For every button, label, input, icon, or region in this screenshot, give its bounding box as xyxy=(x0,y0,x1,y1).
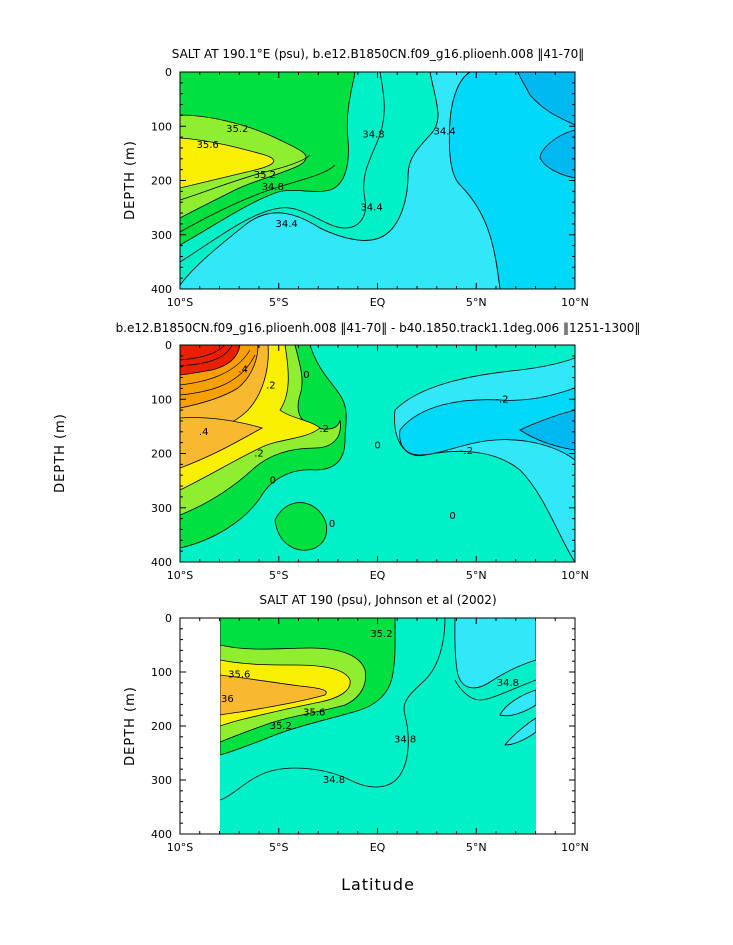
region-deep xyxy=(519,409,575,451)
panel-2-contour-labels: .4 .2 0 .4 .2 .2 0 0 0 0 -.2 -.2 xyxy=(199,364,509,530)
x-tick-label: EQ xyxy=(370,296,386,309)
x-tick-label: EQ xyxy=(370,569,386,582)
region-lightorange-south xyxy=(180,417,264,469)
contour-label: 34.4 xyxy=(434,127,456,138)
contour-label: 0 xyxy=(303,370,309,381)
panel-1-axes: 10°S 5°S EQ 5°N 10°N 0 100 200 300 400 xyxy=(151,66,589,309)
region-cyan xyxy=(454,618,536,689)
panel-2: b.e12.B1850CN.f09_g16.plioenh.008 ‖41-70… xyxy=(53,321,640,582)
contour-line xyxy=(220,618,446,801)
region-deep-inner xyxy=(539,129,575,179)
contour-label: 34.8 xyxy=(262,182,284,193)
y-tick-label: 300 xyxy=(151,774,172,787)
y-tick-label: 0 xyxy=(165,66,172,79)
contour-line xyxy=(180,354,256,396)
x-tick-label: 10°S xyxy=(167,841,193,854)
x-tick-label: 5°N xyxy=(466,841,487,854)
panel-2-title: b.e12.B1850CN.f09_g16.plioenh.008 ‖41-70… xyxy=(116,321,641,335)
panel-1: SALT AT 190.1°E (psu), b.e12.B1850CN.f09… xyxy=(123,47,589,309)
y-tick-label: 200 xyxy=(151,720,172,733)
x-tick-label: EQ xyxy=(370,841,386,854)
contour-line xyxy=(180,345,226,361)
contour-line xyxy=(454,679,536,701)
contour-line xyxy=(180,349,251,386)
panel-3-contours xyxy=(220,618,536,834)
region-teal xyxy=(180,72,439,286)
region-green-blob xyxy=(274,502,328,551)
contour-label: 35.6 xyxy=(303,708,325,719)
panel-1-contour-labels: 35.635.235.234.834.8 34.434.434.4 xyxy=(197,124,456,230)
y-tick-label: 200 xyxy=(151,175,172,188)
contour-label: 35.6 xyxy=(197,140,219,151)
contour-label: .2 xyxy=(266,381,276,392)
x-tick-label: 10°N xyxy=(561,569,589,582)
region-blue xyxy=(399,387,575,461)
panel-2-axes: 10°S 5°S EQ 5°N 10°N 0 100 200 300 400 xyxy=(151,339,589,582)
y-tick-label: 200 xyxy=(151,448,172,461)
panel-1-contours xyxy=(180,72,575,289)
x-tick-label: 10°S xyxy=(167,569,193,582)
panel-3-xlabel: Latitude xyxy=(341,875,415,894)
contour-line xyxy=(180,345,233,367)
panel-1-ylabel: DEPTH (m) xyxy=(123,140,138,220)
contour-label: 0 xyxy=(329,519,335,530)
panel-3-contour-labels: 35.2 35.6 36 35.6 35.2 34.8 34.8 34.8 xyxy=(221,629,519,786)
region-deep-east xyxy=(517,72,575,126)
panel-3: SALT AT 190 (psu), Johnson et al (2002) … xyxy=(123,593,589,894)
contour-label: 34.8 xyxy=(394,735,416,746)
contour-label: 34.8 xyxy=(362,129,384,140)
panel-2-contours xyxy=(180,345,575,562)
y-tick-label: 300 xyxy=(151,229,172,242)
region-orange xyxy=(220,674,327,716)
contour-label: 0 xyxy=(270,476,276,487)
contour-label: .4 xyxy=(199,427,209,438)
contour-label: -.2 xyxy=(495,394,508,405)
y-tick-label: 100 xyxy=(151,393,172,406)
contour-label: .2 xyxy=(319,424,329,435)
contour-label: 35.6 xyxy=(228,670,250,681)
contour-label: 34.4 xyxy=(360,203,382,214)
contour-line xyxy=(180,154,311,201)
x-tick-label: 5°N xyxy=(466,296,487,309)
x-tick-label: 5°N xyxy=(466,569,487,582)
contour-label: 35.2 xyxy=(254,170,276,181)
region-red xyxy=(180,345,241,376)
contour-line xyxy=(180,164,336,233)
contour-label: 35.2 xyxy=(270,721,292,732)
y-tick-label: 400 xyxy=(151,556,172,569)
contour-label: 35.2 xyxy=(370,629,392,640)
y-tick-label: 100 xyxy=(151,120,172,133)
contour-label: 0 xyxy=(374,440,380,451)
panel-1-title: SALT AT 190.1°E (psu), b.e12.B1850CN.f09… xyxy=(172,47,585,61)
panel-3-axes: 10°S 5°S EQ 5°N 10°N 0 100 200 300 400 xyxy=(151,612,589,854)
y-tick-label: 100 xyxy=(151,666,172,679)
contour-label: 34.8 xyxy=(323,775,345,786)
contour-label: 35.2 xyxy=(226,124,248,135)
contour-label: 36 xyxy=(221,694,234,705)
x-tick-label: 5°S xyxy=(269,296,288,309)
contour-label: .2 xyxy=(254,449,264,460)
y-tick-label: 400 xyxy=(151,828,172,841)
panel-3-ylabel: DEPTH (m) xyxy=(123,686,138,766)
panel-3-title: SALT AT 190 (psu), Johnson et al (2002) xyxy=(259,593,496,607)
y-tick-label: 400 xyxy=(151,283,172,296)
x-tick-label: 10°N xyxy=(561,841,589,854)
contour-label: 34.4 xyxy=(276,219,298,230)
x-tick-label: 5°S xyxy=(269,841,288,854)
x-tick-label: 5°S xyxy=(269,569,288,582)
y-tick-label: 0 xyxy=(165,612,172,625)
contour-label: 34.8 xyxy=(497,678,519,689)
region-cyan-2 xyxy=(499,689,536,717)
region-yellow xyxy=(180,137,275,189)
x-tick-label: 10°N xyxy=(561,296,589,309)
x-tick-label: 10°S xyxy=(167,296,193,309)
contour-label: 0 xyxy=(449,511,455,522)
panel-2-ylabel: DEPTH (m) xyxy=(53,413,68,493)
region-cyan-3 xyxy=(504,717,536,746)
y-tick-label: 300 xyxy=(151,502,172,515)
contour-label: .4 xyxy=(238,364,248,375)
contour-label: -.2 xyxy=(460,446,473,457)
y-tick-label: 0 xyxy=(165,339,172,352)
